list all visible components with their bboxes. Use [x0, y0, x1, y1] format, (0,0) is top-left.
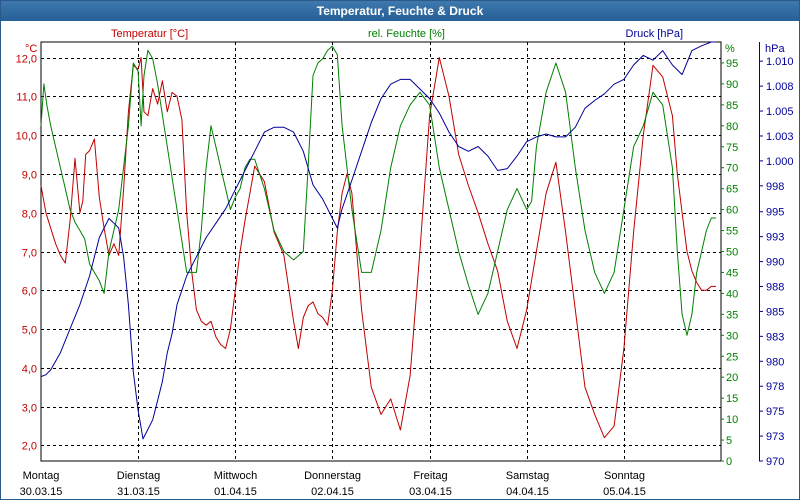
humidity-tick-label: 75	[726, 142, 738, 154]
x-tick-day: Samstag	[506, 470, 549, 482]
humidity-tick-label: 35	[726, 309, 738, 321]
pressure-tick-label: 1.005	[766, 106, 794, 118]
x-tick-date: 31.03.15	[117, 486, 160, 498]
humidity-tick-label: 40	[726, 288, 738, 300]
x-tick-day: Sonntag	[604, 470, 645, 482]
pressure-tick-label: 998	[766, 181, 784, 193]
humidity-tick-label: 80	[726, 121, 738, 133]
temperature-tick-label: 2,0	[22, 441, 37, 453]
humidity-tick-label: 90	[726, 79, 738, 91]
humidity-tick-label: 55	[726, 226, 738, 238]
x-tick-date: 04.04.15	[506, 486, 549, 498]
temperature-tick-label: 12,0	[16, 54, 37, 66]
x-tick-day: Mittwoch	[214, 470, 257, 482]
pressure-tick-label: 970	[766, 456, 784, 468]
humidity-tick-label: 20	[726, 372, 738, 384]
temperature-tick-label: 6,0	[22, 286, 37, 298]
temperature-tick-label: 4,0	[22, 364, 37, 376]
pressure-tick-label: 973	[766, 431, 784, 443]
pressure-unit: hPa	[765, 43, 785, 55]
temperature-tick-label: 8,0	[22, 209, 37, 221]
humidity-axis-label: rel. Feuchte [%]	[368, 28, 445, 40]
pressure-tick-label: 993	[766, 232, 784, 244]
temperature-tick-label: 5,0	[22, 325, 37, 337]
pressure-tick-label: 995	[766, 207, 784, 219]
x-tick-date: 05.04.15	[603, 486, 646, 498]
pressure-tick-label: 985	[766, 306, 784, 318]
x-tick-day: Freitag	[413, 470, 447, 482]
humidity-unit: %	[725, 43, 735, 55]
x-tick-date: 30.03.15	[20, 486, 63, 498]
pressure-tick-label: 988	[766, 281, 784, 293]
pressure-tick-label: 1.000	[766, 156, 794, 168]
pressure-tick-label: 980	[766, 356, 784, 368]
humidity-tick-label: 95	[726, 58, 738, 70]
humidity-tick-label: 60	[726, 205, 738, 217]
x-tick-date: 01.04.15	[214, 486, 257, 498]
x-tick-date: 02.04.15	[311, 486, 354, 498]
pressure-tick-label: 990	[766, 257, 784, 269]
pressure-tick-label: 1.008	[766, 81, 794, 93]
chart-title: Temperatur, Feuchte & Druck	[1, 1, 799, 21]
pressure-axis-label: Druck [hPa]	[626, 28, 683, 40]
x-tick-date: 03.04.15	[409, 486, 452, 498]
pressure-tick-label: 978	[766, 381, 784, 393]
pressure-tick-label: 975	[766, 406, 784, 418]
humidity-tick-label: 70	[726, 163, 738, 175]
temperature-tick-label: 11,0	[16, 92, 37, 104]
temperature-unit: °C	[25, 43, 37, 55]
temperature-tick-label: 7,0	[22, 248, 37, 260]
temperature-tick-label: 3,0	[22, 403, 37, 415]
humidity-tick-label: 30	[726, 330, 738, 342]
humidity-tick-label: 50	[726, 247, 738, 259]
humidity-tick-label: 15	[726, 393, 738, 405]
pressure-series-line	[40, 41, 717, 440]
humidity-series-line	[40, 45, 717, 336]
humidity-tick-label: 65	[726, 184, 738, 196]
x-tick-day: Donnerstag	[304, 470, 361, 482]
humidity-tick-label: 45	[726, 267, 738, 279]
humidity-tick-label: 25	[726, 351, 738, 363]
humidity-tick-label: 10	[726, 414, 738, 426]
humidity-tick-label: 0	[726, 456, 732, 468]
x-tick-day: Dienstag	[117, 470, 160, 482]
humidity-tick-label: 85	[726, 100, 738, 112]
humidity-tick-label: 5	[726, 435, 732, 447]
temperature-tick-label: 10,0	[16, 131, 37, 143]
temperature-axis-label: Temperatur [°C]	[111, 28, 188, 40]
x-tick-day: Montag	[23, 470, 60, 482]
temperature-tick-label: 9,0	[22, 170, 37, 182]
pressure-tick-label: 1.003	[766, 131, 794, 143]
plot-area	[40, 41, 722, 462]
temperature-series-line	[40, 57, 717, 439]
pressure-tick-label: 1.010	[766, 56, 794, 68]
pressure-tick-label: 983	[766, 331, 784, 343]
